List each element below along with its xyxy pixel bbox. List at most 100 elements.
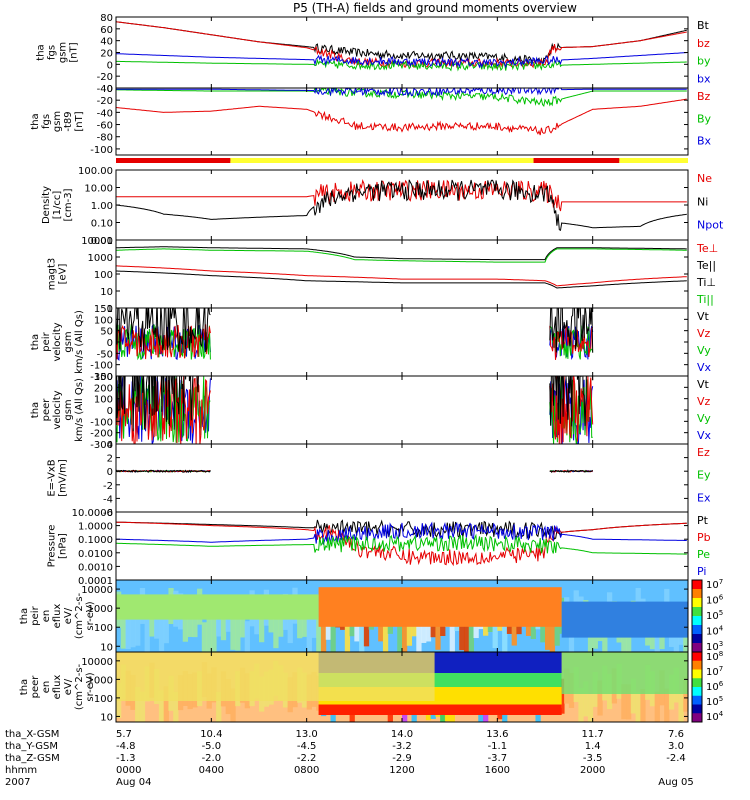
colorbar-swatch: [692, 634, 702, 644]
footer-value: Aug 05: [658, 777, 693, 788]
footer-value: 11.7: [582, 729, 604, 740]
colorbar-swatch: [692, 616, 702, 626]
legend-item: Vz: [697, 327, 711, 340]
y-axis-label: tha: [36, 44, 47, 60]
spectrogram-cell: [158, 690, 165, 722]
colorbar-label: 105: [706, 609, 723, 622]
footer-value: -2.4: [666, 753, 686, 764]
footer-value: Aug 04: [116, 777, 151, 788]
colorbar-swatch: [692, 607, 702, 617]
colorbar-exponent: 5: [719, 609, 723, 617]
y-tick-label: 0: [107, 467, 113, 478]
y-tick-label: 10: [100, 712, 113, 723]
legend-item: Vx: [697, 429, 712, 442]
spectrogram-cell: [587, 693, 594, 722]
burst-red: [116, 376, 211, 444]
footer-value: 3.0: [668, 741, 684, 752]
colorbar-swatch: [692, 660, 702, 670]
y-tick-label: -40: [97, 84, 113, 95]
spectrogram-band: [318, 587, 562, 627]
burst-black: [549, 469, 594, 474]
y-tick-label: -40: [97, 108, 113, 119]
colorbar-swatch: [692, 678, 702, 688]
spectrogram-cell: [583, 681, 589, 717]
legend-item: bx: [697, 72, 711, 85]
panel-plot-area: [116, 580, 688, 652]
y-tick-label: -150: [90, 372, 113, 383]
y-axis-label: tha: [30, 334, 41, 350]
y-axis-label: gsm: [63, 331, 74, 352]
colorbar-swatch: [692, 669, 702, 679]
y-tick-label: 200: [94, 383, 113, 394]
plot-title: P5 (TH-A) fields and ground moments over…: [293, 1, 577, 15]
spectrogram-cell: [216, 691, 222, 722]
spectrogram-cell: [678, 693, 684, 722]
y-tick-label: 100.00: [78, 166, 113, 177]
footer-value: 0000: [116, 765, 141, 776]
series-Pb: [116, 521, 687, 567]
spectrogram-cell: [287, 607, 293, 644]
ephemeris-footer: tha_X-GSMtha_Y-GSMtha_Z-GSMhhmm20075.7-4…: [5, 729, 694, 788]
spectrogram-cell: [163, 607, 169, 644]
spectrogram-cell: [545, 613, 551, 650]
colorbar: 108 107 106 105 104: [691, 650, 724, 723]
y-axis-label: eV/: [63, 678, 74, 695]
legend-item: by: [697, 55, 711, 68]
spectrogram-cell: [511, 609, 517, 646]
legend-item: Ey: [697, 469, 711, 482]
footer-value: 5.7: [116, 729, 132, 740]
y-axis-label: gsm: [58, 42, 69, 63]
panel-temperature: 10000 1000 100 10 1 magt3 [eV] Te⊥ Te|| Ti⊥ Ti||: [47, 236, 719, 315]
y-tick-label: 80: [100, 13, 113, 24]
footer-value: -1.1: [488, 741, 508, 752]
y-axis-label: sr-eV): [85, 601, 96, 630]
colorbar-swatch: [692, 704, 702, 714]
footer-value: 0800: [294, 765, 319, 776]
legend-item: Vy: [697, 412, 711, 425]
footer-row-label: tha_Y-GSM: [5, 741, 58, 752]
y-axis-label: peir: [41, 331, 52, 351]
y-tick-label: -100: [90, 145, 113, 156]
series-by: [116, 58, 687, 72]
mode-bar-segment: [619, 158, 688, 163]
legend-item: Ti||: [696, 293, 714, 306]
footer-value: -5.0: [202, 741, 222, 752]
spectrogram-cell: [144, 619, 150, 652]
spectrogram-cell: [201, 622, 208, 652]
burst-black: [116, 469, 211, 474]
y-axis-label: km/s (All Qs): [74, 378, 85, 442]
y-tick-label: -4: [103, 494, 113, 505]
footer-value: -1.3: [116, 753, 136, 764]
y-tick-label: 1.00: [91, 201, 113, 212]
y-tick-label: -60: [97, 121, 113, 132]
y-tick-label: -300: [90, 440, 113, 451]
spectrogram-cell: [306, 615, 312, 652]
spectrogram-cell: [130, 611, 136, 648]
spectrogram-cell: [235, 614, 241, 651]
y-axis-label: [nPa]: [58, 533, 69, 559]
legend-item: Pb: [697, 531, 711, 544]
spectrogram-cell: [273, 612, 279, 649]
y-axis-label: E=-VxB: [47, 459, 58, 496]
spectrogram-cell: [397, 618, 403, 652]
spectrogram-cell: [492, 612, 498, 649]
legend-item: Npot: [697, 219, 724, 232]
y-tick-label: 100: [94, 623, 113, 634]
y-tick-label: 1.0000: [78, 522, 113, 533]
series-Pi: [116, 521, 687, 545]
y-axis-label: (cm^2-s-: [74, 663, 85, 710]
footer-row-label: tha_Z-GSM: [5, 753, 60, 764]
spectrogram-cell: [120, 612, 127, 649]
colorbar-exponent: 6: [719, 594, 724, 602]
y-tick-label: 1000: [88, 604, 113, 615]
y-axis-label: velocity: [52, 322, 63, 361]
colorbar-label: 107: [706, 578, 723, 591]
y-tick-label: 4: [107, 440, 113, 451]
footer-row-label: tha_X-GSM: [5, 729, 59, 740]
spectrogram-cell: [135, 609, 141, 646]
footer-row-label: 2007: [5, 777, 30, 788]
panel-plot-area: [116, 652, 688, 722]
y-tick-label: 10000: [81, 585, 113, 596]
y-tick-label: 1000: [88, 675, 113, 686]
